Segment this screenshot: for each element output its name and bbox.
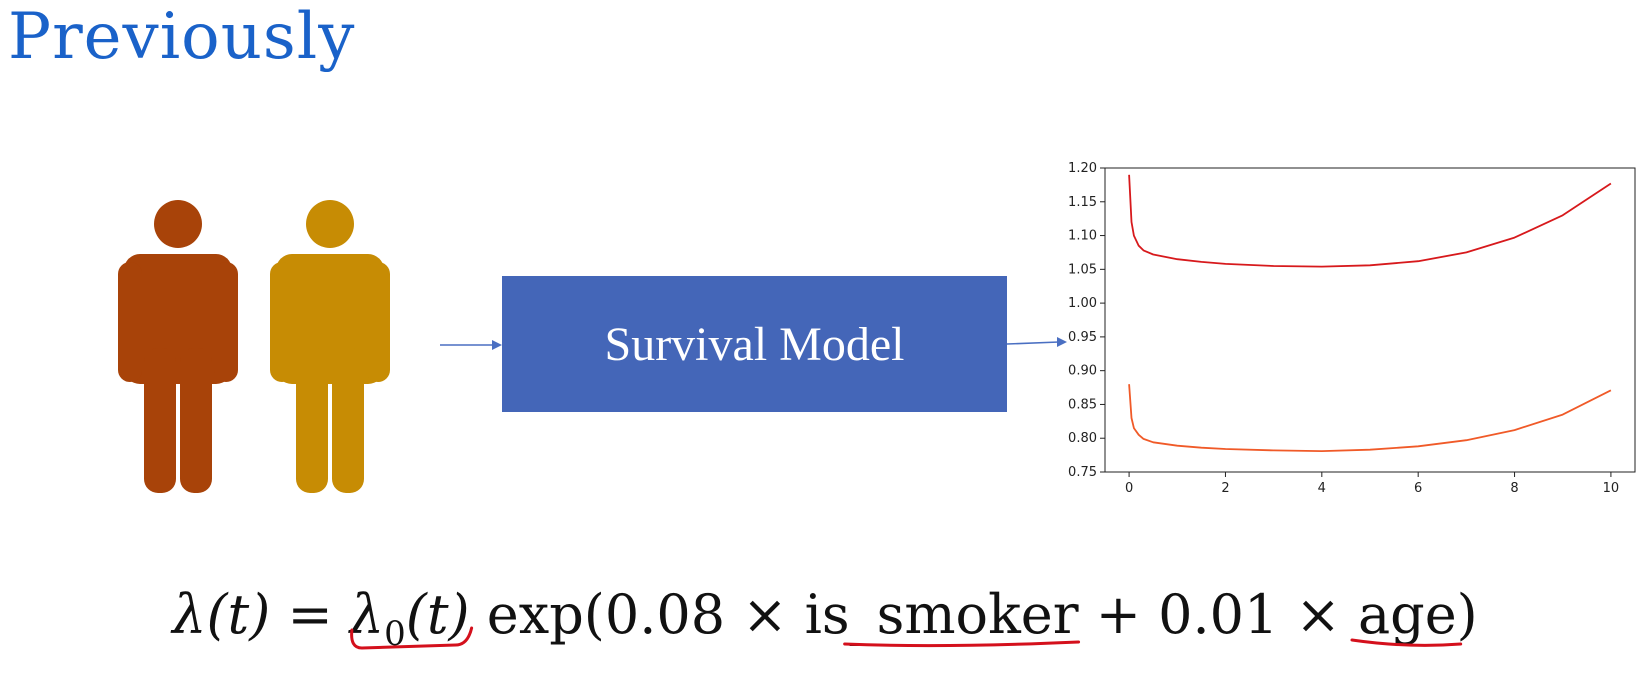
x-tick-label: 0 bbox=[1125, 481, 1133, 496]
y-tick-label: 1.20 bbox=[1068, 161, 1097, 176]
eq-close: ) bbox=[1456, 583, 1478, 646]
series-line-1 bbox=[1128, 174, 1612, 268]
arrow-icon bbox=[440, 340, 502, 350]
slide-title: Previously bbox=[8, 0, 356, 74]
y-tick-label: 0.80 bbox=[1068, 431, 1097, 446]
x-tick-label: 10 bbox=[1603, 481, 1620, 496]
plot-frame bbox=[1104, 167, 1636, 473]
arrow-icon bbox=[1007, 337, 1067, 347]
series-line-2 bbox=[1128, 384, 1612, 453]
x-tick-label: 2 bbox=[1221, 481, 1229, 496]
eq-smoker-term: is_smoker bbox=[804, 583, 1079, 646]
y-tick-label: 1.10 bbox=[1068, 229, 1097, 244]
eq-lambda0: λ bbox=[349, 583, 385, 646]
y-tick-label: 0.90 bbox=[1068, 364, 1097, 379]
y-tick-label: 1.15 bbox=[1068, 195, 1097, 210]
hazard-equation: λ(t) = λ0(t) exp(0.08 × is_smoker + 0.01… bbox=[0, 583, 1650, 654]
person-icon bbox=[270, 200, 390, 493]
survival-model-box: Survival Model bbox=[502, 276, 1007, 412]
x-tick-label: 4 bbox=[1318, 481, 1326, 496]
y-tick-label: 0.95 bbox=[1068, 330, 1097, 345]
eq-middle: + 0.01 × bbox=[1078, 583, 1358, 646]
eq-lambda0-arg: (t) bbox=[405, 583, 470, 646]
person-icon bbox=[118, 200, 238, 493]
eq-equals: = bbox=[287, 583, 333, 646]
eq-age-term: age bbox=[1357, 583, 1457, 646]
eq-exp-prefix: exp(0.08 × bbox=[486, 583, 805, 646]
y-tick-label: 1.05 bbox=[1068, 262, 1097, 277]
eq-lambda: λ bbox=[172, 583, 207, 646]
eq-lambda-arg: (t) bbox=[206, 583, 271, 646]
x-tick-label: 8 bbox=[1510, 481, 1518, 496]
eq-baseline-hazard: λ0(t) bbox=[349, 583, 470, 654]
x-tick-label: 6 bbox=[1414, 481, 1422, 496]
y-tick-label: 0.75 bbox=[1068, 465, 1097, 480]
y-tick-label: 0.85 bbox=[1068, 397, 1097, 412]
eq-lambda0-sub: 0 bbox=[384, 614, 406, 654]
hazard-chart: 0.75 0.80 0.85 0.90 0.95 1.00 1.05 1.10 1.15 1.20… bbox=[1060, 160, 1650, 540]
survival-model-label: Survival Model bbox=[604, 317, 905, 371]
y-tick-label: 1.00 bbox=[1068, 296, 1097, 311]
chart-svg: 0.75 0.80 0.85 0.90 0.95 1.00 1.05 1.10 1.15 1.20… bbox=[1068, 161, 1636, 496]
